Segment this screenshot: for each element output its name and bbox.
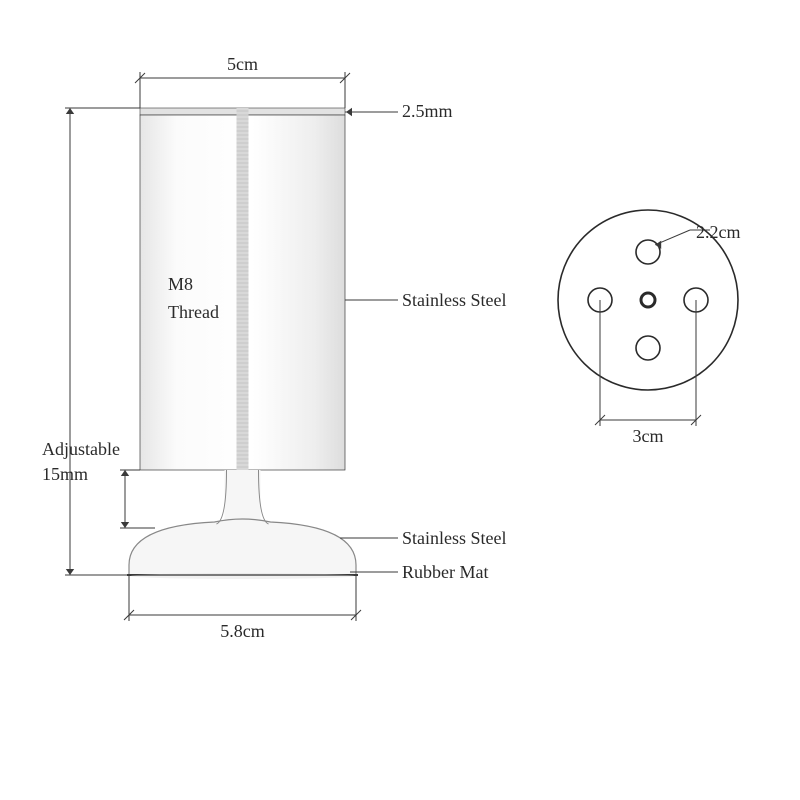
svg-text:Stainless Steel: Stainless Steel — [402, 528, 507, 548]
svg-text:Adjustable: Adjustable — [42, 439, 120, 459]
furniture-leg-technical-drawing: 5cm 2.5mm Stainless Steel Stainless Steel Ru… — [0, 0, 800, 800]
svg-text:15mm: 15mm — [42, 464, 88, 484]
svg-text:Thread: Thread — [168, 302, 219, 322]
svg-text:2.5mm: 2.5mm — [402, 101, 453, 121]
svg-text:2.2cm: 2.2cm — [696, 222, 741, 242]
svg-text:Stainless Steel: Stainless Steel — [402, 290, 507, 310]
svg-text:3cm: 3cm — [633, 426, 664, 446]
svg-text:5cm: 5cm — [227, 54, 258, 74]
svg-text:5.8cm: 5.8cm — [220, 621, 265, 641]
svg-text:Rubber Mat: Rubber Mat — [402, 562, 488, 582]
svg-text:M8: M8 — [168, 274, 193, 294]
